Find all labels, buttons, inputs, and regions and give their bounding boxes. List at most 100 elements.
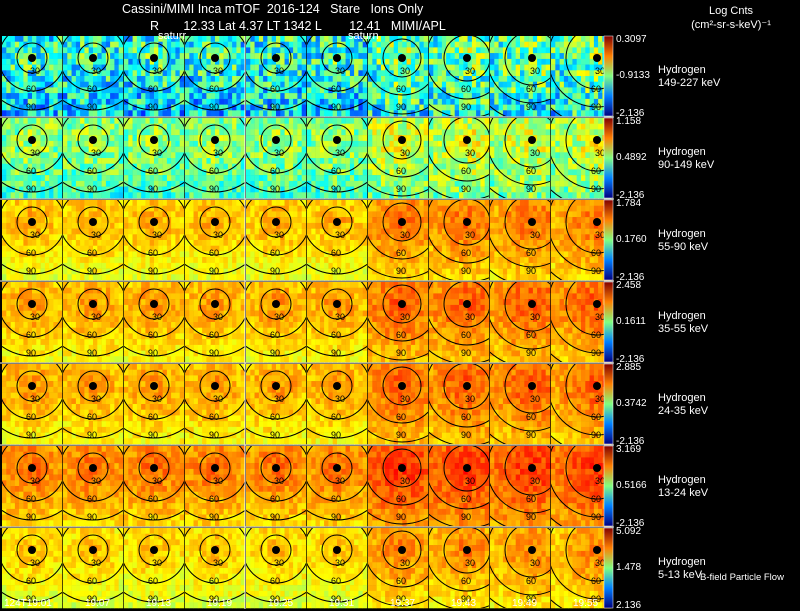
saturn-marker [89, 136, 97, 144]
contour-label: 60 [331, 84, 341, 94]
contour-label: 60 [209, 576, 219, 586]
saturn-marker [272, 464, 280, 472]
contour-label: 60 [461, 330, 471, 340]
contour-label: 30 [91, 394, 101, 404]
contour-label: 60 [270, 494, 280, 504]
saturn-marker [463, 54, 471, 62]
contour-label: 60 [148, 84, 158, 94]
contour-label: 30 [152, 148, 162, 158]
species: Hydrogen [658, 392, 708, 405]
saturn-label-2: saturn [348, 30, 379, 42]
saturn-marker [398, 382, 406, 390]
saturn-marker [528, 54, 536, 62]
saturn-marker [593, 464, 601, 472]
contour-label: 30 [465, 230, 475, 240]
bfield-flow-label: B-field Particle Flow [700, 572, 784, 583]
contour-label: 30 [400, 394, 410, 404]
contour-label: 30 [400, 148, 410, 158]
saturn-marker [528, 300, 536, 308]
saturn-marker [398, 218, 406, 226]
saturn-marker [211, 382, 219, 390]
species: Hydrogen [658, 228, 708, 241]
contour-label: 30 [152, 394, 162, 404]
contour-label: 60 [331, 248, 341, 258]
contour-label: 90 [591, 184, 601, 194]
contour-label: 60 [209, 84, 219, 94]
contour-label: 60 [209, 412, 219, 422]
saturn-marker [211, 136, 219, 144]
contour-label: 60 [461, 412, 471, 422]
contour-label: 60 [270, 412, 280, 422]
saturn-marker [593, 382, 601, 390]
energy-range: 149-227 keV [658, 77, 720, 90]
contour-label: 30 [465, 148, 475, 158]
contour-label: 90 [461, 348, 471, 358]
contour-label: 30 [465, 312, 475, 322]
saturn-marker [89, 464, 97, 472]
species: Hydrogen [658, 474, 708, 487]
time-tick: 19:49 [512, 598, 537, 609]
saturn-marker [463, 382, 471, 390]
saturn-marker [89, 218, 97, 226]
saturn-marker [28, 300, 36, 308]
contour-label: 30 [91, 312, 101, 322]
contour-label: 60 [526, 84, 536, 94]
contour-label: 60 [526, 576, 536, 586]
colorbar-5 [604, 446, 613, 526]
saturn-marker [333, 382, 341, 390]
time-tick: 19:43 [451, 598, 476, 609]
colorbar-3 [604, 282, 613, 362]
contour-label: 60 [331, 330, 341, 340]
saturn-marker [272, 300, 280, 308]
contour-label: 30 [595, 312, 605, 322]
colorbar-max: 2.458 [616, 280, 641, 291]
contour-label: 60 [396, 166, 406, 176]
saturn-marker [398, 54, 406, 62]
time-tick: 19:13 [146, 598, 171, 609]
saturn-marker [150, 464, 158, 472]
contour-label: 30 [213, 148, 223, 158]
colorbar-mid: 0.1760 [616, 234, 647, 245]
contour-label: 90 [396, 266, 406, 276]
saturn-marker [593, 136, 601, 144]
contour-label: 60 [331, 576, 341, 586]
contour-label: 90 [26, 512, 36, 522]
contour-label: 90 [396, 430, 406, 440]
contour-label: 30 [335, 148, 345, 158]
saturn-marker [211, 464, 219, 472]
saturn-marker [28, 464, 36, 472]
contour-label: 60 [591, 248, 601, 258]
contour-label: 90 [591, 512, 601, 522]
saturn-marker [463, 546, 471, 554]
contour-label: 30 [530, 312, 540, 322]
saturn-marker [89, 54, 97, 62]
contour-label: 60 [591, 166, 601, 176]
contour-label: 60 [526, 248, 536, 258]
colorbar-6 [604, 528, 613, 608]
saturn-marker [272, 54, 280, 62]
contour-label: 60 [26, 576, 36, 586]
contour-label: 30 [152, 230, 162, 240]
saturn-marker [528, 218, 536, 226]
saturn-marker [89, 546, 97, 554]
contour-label: 60 [26, 412, 36, 422]
contour-label: 60 [270, 166, 280, 176]
saturn-marker [150, 546, 158, 554]
saturn-marker [28, 54, 36, 62]
colorbar-min: 2.136 [616, 600, 641, 611]
contour-label: 30 [274, 476, 284, 486]
contour-label: 90 [270, 348, 280, 358]
contour-label: 90 [209, 348, 219, 358]
contour-label: 60 [26, 166, 36, 176]
contour-label: 30 [530, 66, 540, 76]
contour-label: 90 [87, 430, 97, 440]
contour-label: 30 [400, 476, 410, 486]
time-tick: 19:55 [573, 598, 598, 609]
contour-label: 30 [530, 394, 540, 404]
contour-label: 90 [270, 266, 280, 276]
contour-label: 30 [213, 476, 223, 486]
page-title: Cassini/MIMI Inca mTOF 2016-124 Stare Io… [122, 2, 423, 16]
contour-label: 90 [270, 512, 280, 522]
